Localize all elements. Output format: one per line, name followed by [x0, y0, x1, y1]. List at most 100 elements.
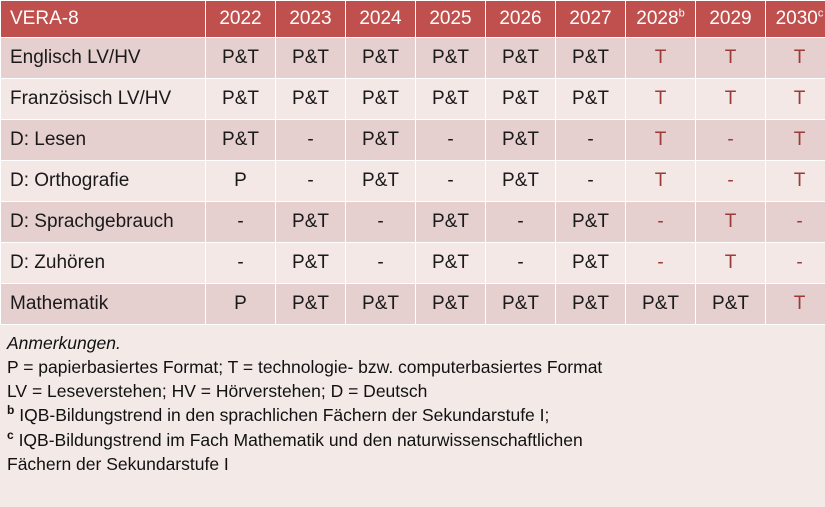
- cell-franzoesisch-2026: P&T: [486, 79, 555, 119]
- cell-orthografie-2029: -: [696, 161, 765, 201]
- cell-englisch-2028: T: [626, 38, 695, 78]
- cell-englisch-2030: T: [766, 38, 825, 78]
- cell-orthografie-2023: -: [276, 161, 345, 201]
- table-row: Mathematik P P&T P&T P&T P&T P&T P&T P&T…: [1, 284, 825, 324]
- row-label-orthografie: D: Orthografie: [1, 161, 205, 201]
- footnote-c-mark: c: [7, 427, 14, 442]
- cell-mathematik-2022: P: [206, 284, 275, 324]
- cell-englisch-2025: P&T: [416, 38, 485, 78]
- column-header-2027-year: 2027: [569, 8, 612, 29]
- cell-lesen-2027: -: [556, 120, 625, 160]
- footnote-b-mark: b: [7, 403, 15, 418]
- notes-heading: Anmerkungen.: [7, 333, 121, 353]
- cell-englisch-2029: T: [696, 38, 765, 78]
- column-header-2022-year: 2022: [219, 8, 262, 29]
- column-header-2025-year: 2025: [429, 8, 472, 29]
- table-row: D: Sprachgebrauch - P&T - P&T - P&T - T …: [1, 202, 825, 242]
- row-label-sprachgebrauch: D: Sprachgebrauch: [1, 202, 205, 242]
- cell-lesen-2026: P&T: [486, 120, 555, 160]
- cell-orthografie-2026: P&T: [486, 161, 555, 201]
- cell-sprachgebrauch-2022: -: [206, 202, 275, 242]
- table-row: D: Orthografie P - P&T - P&T - T - T: [1, 161, 825, 201]
- row-label-englisch: Englisch LV/HV: [1, 38, 205, 78]
- cell-mathematik-2023: P&T: [276, 284, 345, 324]
- cell-lesen-2029: -: [696, 120, 765, 160]
- cell-franzoesisch-2023: P&T: [276, 79, 345, 119]
- cell-sprachgebrauch-2026: -: [486, 202, 555, 242]
- cell-zuhoeren-2022: -: [206, 243, 275, 283]
- cell-lesen-2030: T: [766, 120, 825, 160]
- cell-zuhoeren-2027: P&T: [556, 243, 625, 283]
- cell-zuhoeren-2024: -: [346, 243, 415, 283]
- row-label-zuhoeren: D: Zuhören: [1, 243, 205, 283]
- footnote-c-text-line1: IQB-Bildungstrend im Fach Mathematik und…: [18, 429, 583, 450]
- cell-englisch-2027: P&T: [556, 38, 625, 78]
- cell-englisch-2023: P&T: [276, 38, 345, 78]
- cell-sprachgebrauch-2023: P&T: [276, 202, 345, 242]
- cell-franzoesisch-2029: T: [696, 79, 765, 119]
- footnote-c-continuation: Fächern der Sekundarstufe I: [7, 453, 229, 474]
- cell-orthografie-2028: T: [626, 161, 695, 201]
- cell-franzoesisch-2028: T: [626, 79, 695, 119]
- table-body: Englisch LV/HV P&T P&T P&T P&T P&T P&T T…: [1, 38, 825, 324]
- table-notes: Anmerkungen. P = papierbasiertes Format;…: [0, 325, 825, 484]
- cell-lesen-2022: P&T: [206, 120, 275, 160]
- cell-englisch-2026: P&T: [486, 38, 555, 78]
- column-header-2030-year: 2030: [775, 8, 818, 29]
- column-header-2027: 2027: [556, 1, 625, 37]
- column-header-2025: 2025: [416, 1, 485, 37]
- cell-orthografie-2027: -: [556, 161, 625, 201]
- notes-legend-format: P = papierbasiertes Format; T = technolo…: [7, 357, 603, 378]
- vera8-schedule-table: VERA-8 2022 2023 2024 2025 2026 2027 202…: [0, 0, 825, 325]
- column-header-2022: 2022: [206, 1, 275, 37]
- table-row: D: Zuhören - P&T - P&T - P&T - T -: [1, 243, 825, 283]
- column-header-2024-year: 2024: [359, 8, 402, 29]
- table-row: Englisch LV/HV P&T P&T P&T P&T P&T P&T T…: [1, 38, 825, 78]
- cell-lesen-2025: -: [416, 120, 485, 160]
- cell-zuhoeren-2030: -: [766, 243, 825, 283]
- cell-franzoesisch-2024: P&T: [346, 79, 415, 119]
- column-header-2028-year: 2028: [636, 8, 679, 29]
- notes-legend-abbreviations: LV = Leseverstehen; HV = Hörverstehen; D…: [7, 381, 428, 402]
- table-corner-label: VERA-8: [1, 1, 205, 37]
- table-row: Französisch LV/HV P&T P&T P&T P&T P&T P&…: [1, 79, 825, 119]
- row-label-franzoesisch: Französisch LV/HV: [1, 79, 205, 119]
- cell-mathematik-2024: P&T: [346, 284, 415, 324]
- column-header-2026: 2026: [486, 1, 555, 37]
- cell-zuhoeren-2029: T: [696, 243, 765, 283]
- column-header-2029: 2029: [696, 1, 765, 37]
- cell-zuhoeren-2026: -: [486, 243, 555, 283]
- column-header-2028: 2028b: [626, 1, 695, 37]
- footnote-c: c IQB-Bildungstrend im Fach Mathematik u…: [7, 428, 825, 452]
- column-header-2023: 2023: [276, 1, 345, 37]
- row-label-mathematik: Mathematik: [1, 284, 205, 324]
- cell-mathematik-2028: P&T: [626, 284, 695, 324]
- cell-mathematik-2029: P&T: [696, 284, 765, 324]
- cell-sprachgebrauch-2024: -: [346, 202, 415, 242]
- cell-mathematik-2030: T: [766, 284, 825, 324]
- footnote-b-text: IQB-Bildungstrend in den sprachlichen Fä…: [19, 405, 550, 426]
- column-header-2023-year: 2023: [289, 8, 332, 29]
- cell-englisch-2024: P&T: [346, 38, 415, 78]
- cell-zuhoeren-2025: P&T: [416, 243, 485, 283]
- cell-orthografie-2025: -: [416, 161, 485, 201]
- cell-sprachgebrauch-2027: P&T: [556, 202, 625, 242]
- footnote-b: b IQB-Bildungstrend in den sprachlichen …: [7, 403, 825, 427]
- cell-mathematik-2025: P&T: [416, 284, 485, 324]
- cell-sprachgebrauch-2028: -: [626, 202, 695, 242]
- cell-zuhoeren-2028: -: [626, 243, 695, 283]
- cell-lesen-2023: -: [276, 120, 345, 160]
- column-header-2026-year: 2026: [499, 8, 542, 29]
- header-row: VERA-8 2022 2023 2024 2025 2026 2027 202…: [1, 1, 825, 37]
- row-label-lesen: D: Lesen: [1, 120, 205, 160]
- cell-franzoesisch-2030: T: [766, 79, 825, 119]
- cell-englisch-2022: P&T: [206, 38, 275, 78]
- cell-sprachgebrauch-2030: -: [766, 202, 825, 242]
- table-header: VERA-8 2022 2023 2024 2025 2026 2027 202…: [1, 1, 825, 37]
- cell-mathematik-2027: P&T: [556, 284, 625, 324]
- cell-franzoesisch-2025: P&T: [416, 79, 485, 119]
- cell-mathematik-2026: P&T: [486, 284, 555, 324]
- column-header-2029-year: 2029: [709, 8, 752, 29]
- table-row: D: Lesen P&T - P&T - P&T - T - T: [1, 120, 825, 160]
